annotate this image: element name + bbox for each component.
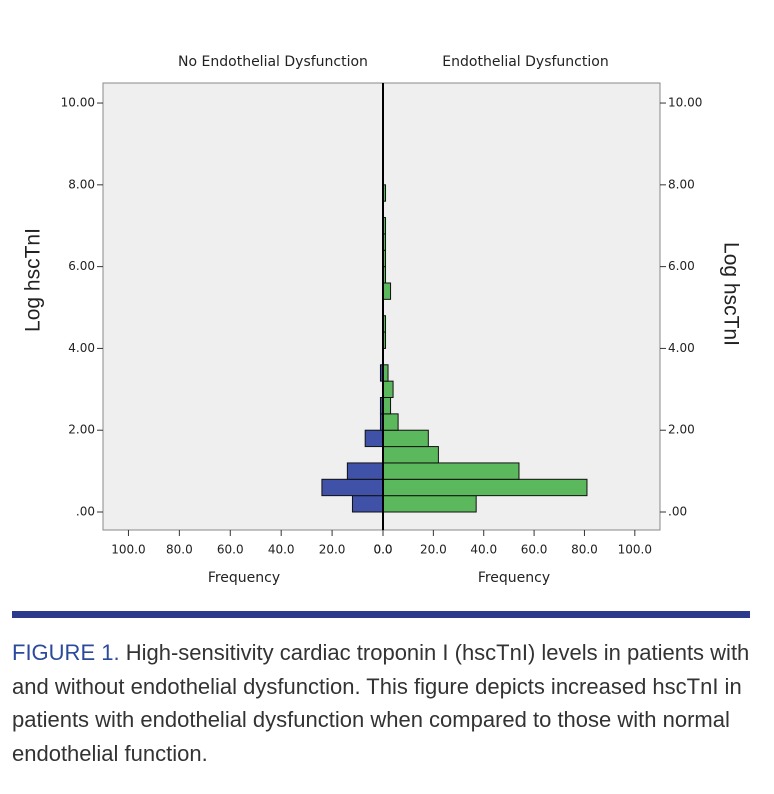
y-tick-label: 8.00 xyxy=(68,177,95,191)
x-tick-label-left: 40.0 xyxy=(268,543,295,557)
x-tick-label-right: 20.0 xyxy=(420,543,447,557)
bar xyxy=(382,462,520,480)
x-tick-label-right: 80.0 xyxy=(571,543,598,557)
divider xyxy=(12,611,750,618)
panel-title: Endothelial Dysfunction xyxy=(442,54,608,70)
y2-tick-label: 10.00 xyxy=(668,96,702,110)
y2-tick-label: 8.00 xyxy=(668,177,695,191)
x-tick-label-left: 60.0 xyxy=(217,543,244,557)
x-tick-label-left: 80.0 xyxy=(166,543,193,557)
x-tick-label-right: 100.0 xyxy=(618,543,652,557)
bar xyxy=(382,396,392,415)
y-tick-label: 2.00 xyxy=(68,423,95,437)
y2-tick-label: 4.00 xyxy=(668,341,695,355)
bar xyxy=(346,462,384,480)
bar xyxy=(351,495,384,513)
x-tick-label-right: 40.0 xyxy=(470,543,497,557)
bar xyxy=(382,380,394,398)
bar xyxy=(321,478,384,497)
x-tick-label-right: 60.0 xyxy=(521,543,548,557)
x-tick-label-left: 20.0 xyxy=(319,543,346,557)
x-axis-label: Frequency xyxy=(208,570,280,586)
bar xyxy=(382,429,429,448)
chart: .00 .00 2.00 2.00 4.00 4.00 6.00 6.00 8.00 8.00 10… xyxy=(12,54,750,618)
plot-area xyxy=(102,82,661,531)
y2-axis-label: Log hscTnI xyxy=(719,242,742,346)
x-tick-label-left: 0.0 xyxy=(373,543,392,557)
caption-label: FIGURE 1. xyxy=(12,640,120,665)
y-tick-label: 6.00 xyxy=(68,259,95,273)
bar xyxy=(382,478,588,497)
y2-tick-label: 6.00 xyxy=(668,259,695,273)
y2-tick-label: .00 xyxy=(668,505,687,519)
x-tick-label-right: 0.0 xyxy=(373,543,392,557)
bar xyxy=(382,495,477,513)
caption: FIGURE 1. High-sensitivity cardiac tropo… xyxy=(12,636,762,770)
bar xyxy=(364,429,384,448)
y-tick-label: .00 xyxy=(76,505,95,519)
y-tick-label: 10.00 xyxy=(61,96,95,110)
panel-title: No Endothelial Dysfunction xyxy=(178,54,368,70)
bar xyxy=(382,413,399,431)
bar xyxy=(382,446,439,464)
y-axis-label: Log hscTnI xyxy=(22,228,45,332)
y2-tick-label: 2.00 xyxy=(668,423,695,437)
x-tick-label-left: 100.0 xyxy=(111,543,145,557)
caption-text: High-sensitivity cardiac troponin I (hsc… xyxy=(12,640,750,766)
x-axis-label: Frequency xyxy=(478,570,550,586)
bar xyxy=(382,282,392,300)
y-tick-label: 4.00 xyxy=(68,341,95,355)
